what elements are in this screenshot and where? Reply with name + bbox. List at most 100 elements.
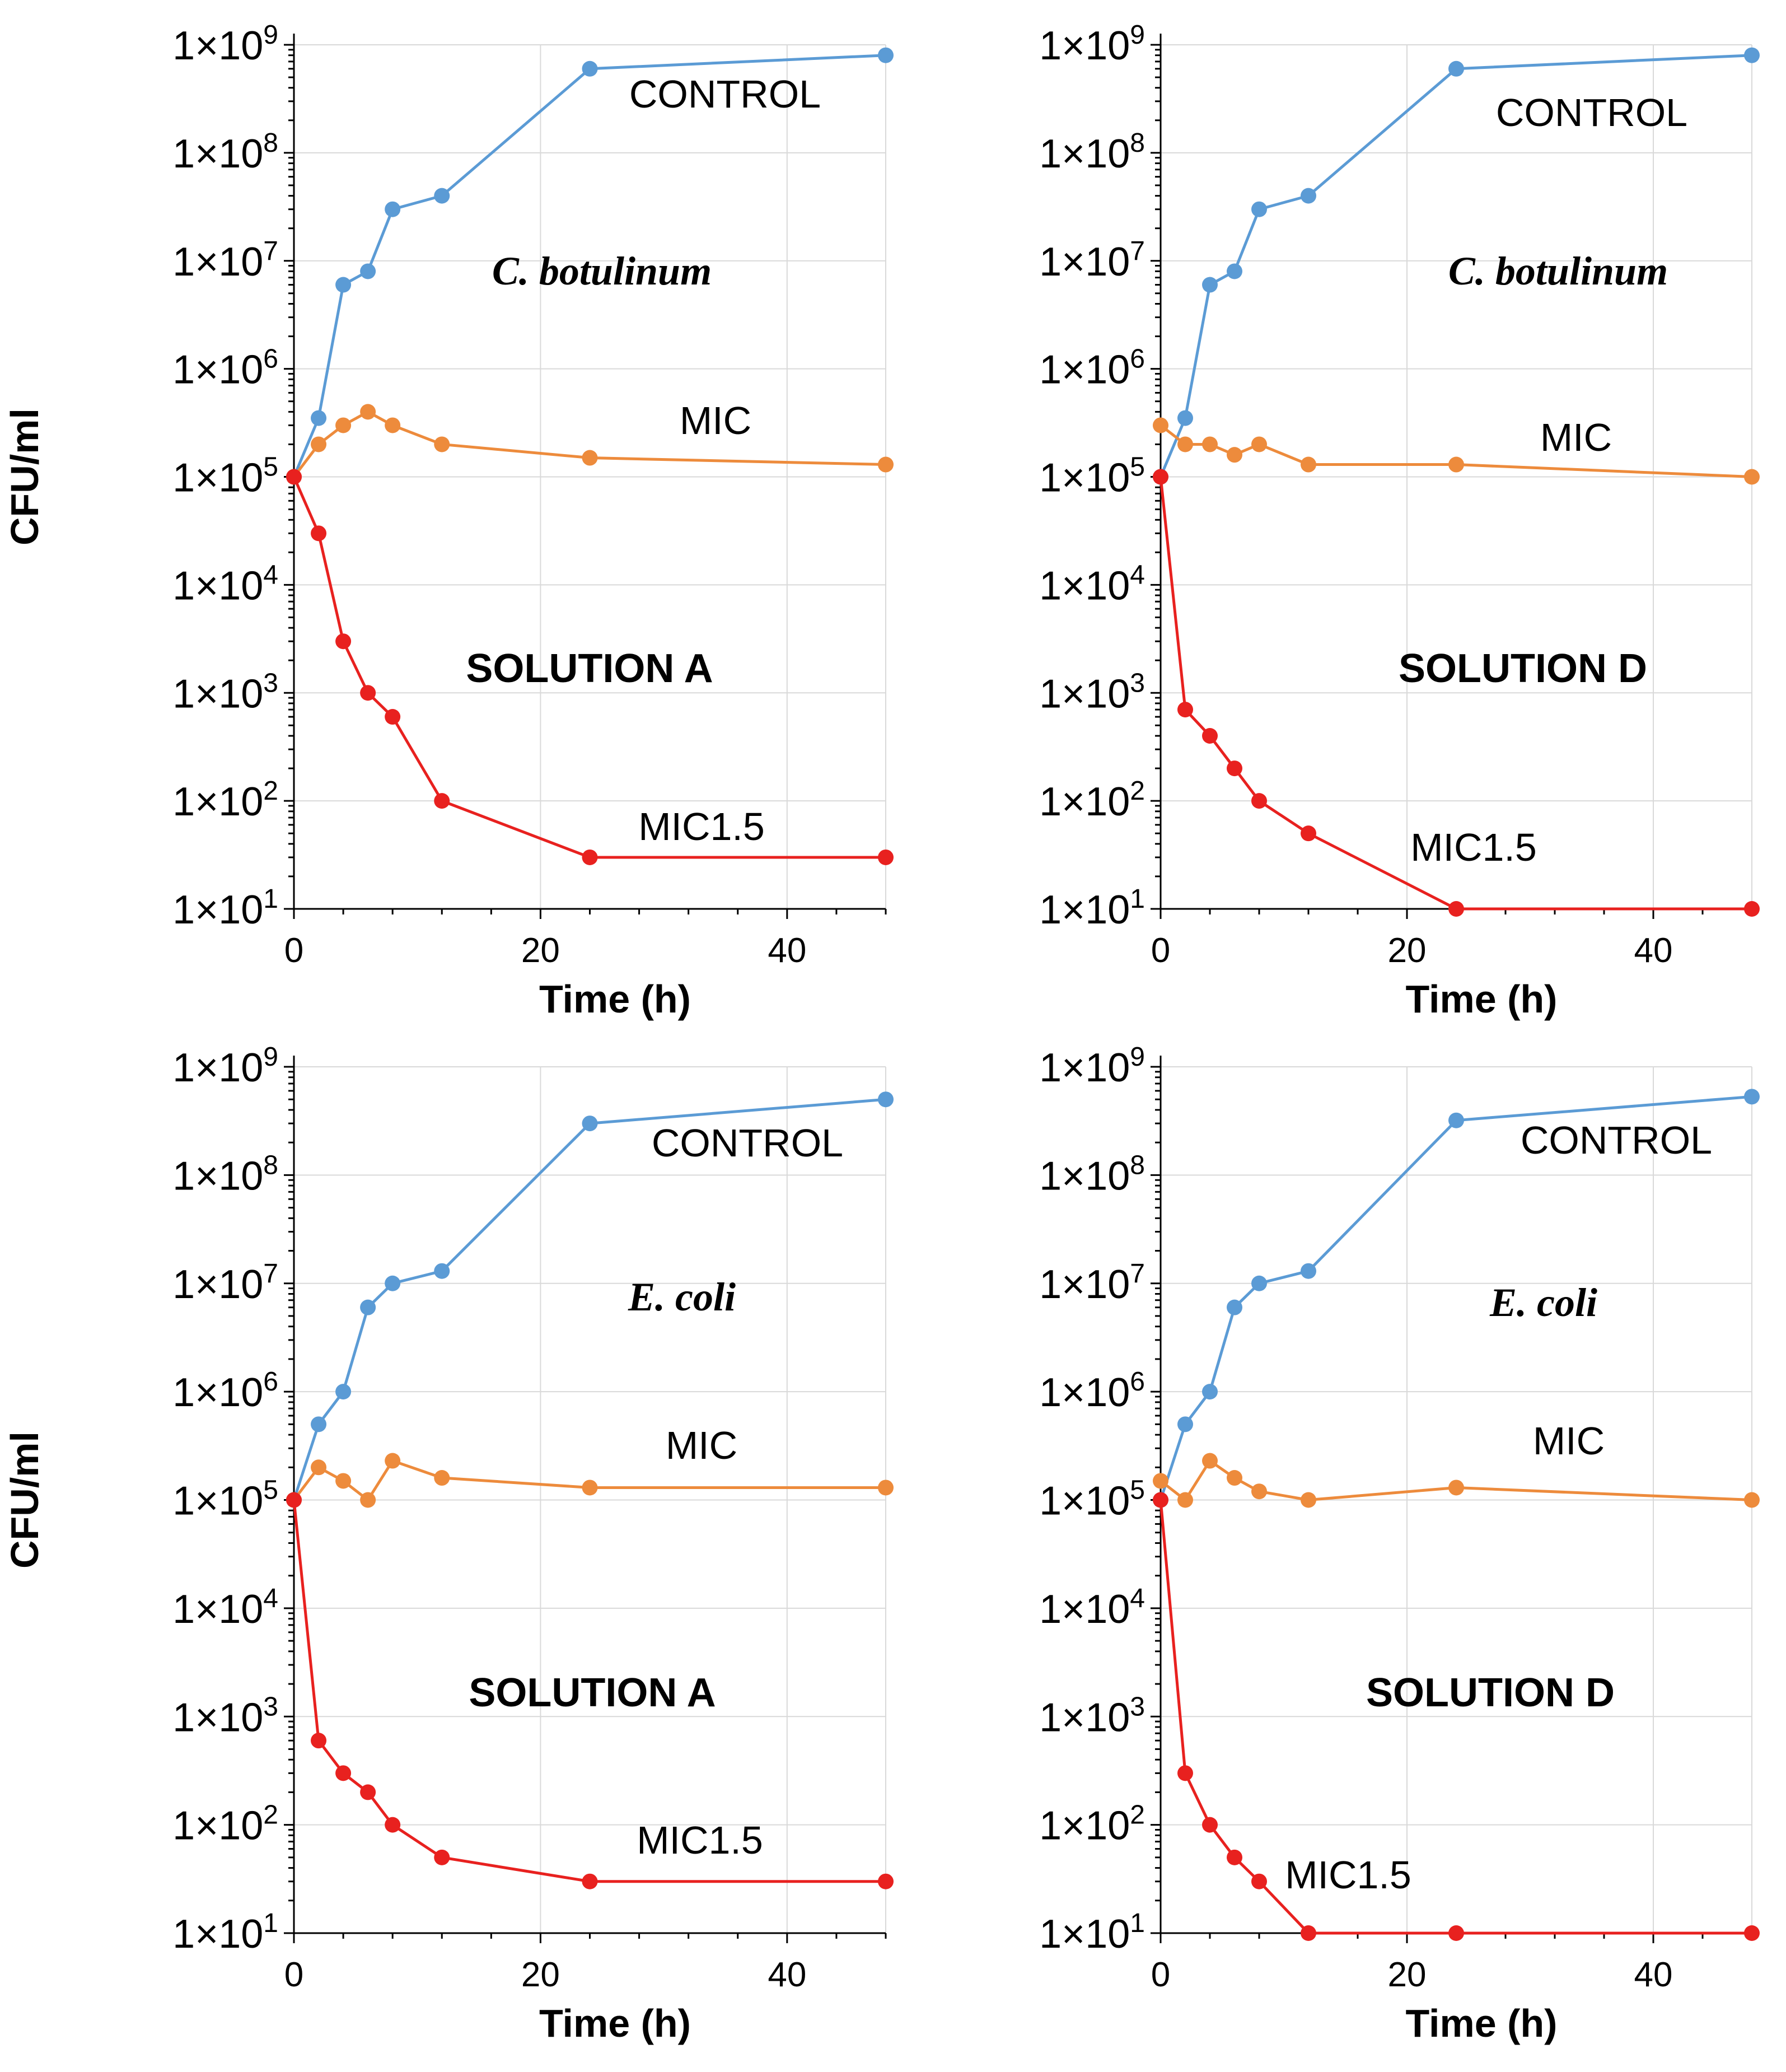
y-ticks bbox=[284, 44, 294, 910]
solution-label: SOLUTION D bbox=[1399, 646, 1647, 691]
y-tick-base: 1×10 bbox=[172, 563, 263, 608]
data-point bbox=[311, 525, 327, 542]
y-tick-label: 1×104 bbox=[1039, 1584, 1145, 1632]
series-label: CONTROL bbox=[1496, 91, 1687, 134]
series-mic bbox=[286, 404, 894, 485]
data-point bbox=[1177, 1416, 1193, 1432]
data-point bbox=[311, 1733, 327, 1749]
y-tick-label: 1×104 bbox=[172, 560, 278, 608]
y-tick-base: 1×10 bbox=[1039, 348, 1130, 393]
chart-panel-3: 1×1011×1021×1031×1041×1051×1061×1071×108… bbox=[3, 1042, 894, 2045]
y-tick-exponent: 1 bbox=[263, 884, 278, 914]
x-tick-label: 20 bbox=[521, 1956, 560, 1994]
y-tick-base: 1×10 bbox=[172, 780, 263, 824]
y-tick-exponent: 6 bbox=[1130, 1367, 1145, 1397]
data-point bbox=[1251, 436, 1267, 452]
y-tick-exponent: 8 bbox=[263, 128, 278, 158]
y-gridlines bbox=[1161, 44, 1752, 909]
y-tick-label: 1×102 bbox=[172, 1800, 278, 1849]
series-label: MIC1.5 bbox=[637, 1818, 763, 1862]
y-tick-exponent: 6 bbox=[1130, 344, 1145, 374]
solution-label: SOLUTION A bbox=[466, 646, 713, 691]
data-point bbox=[1227, 263, 1242, 279]
series-label: MIC bbox=[1540, 416, 1612, 459]
data-point bbox=[1744, 1925, 1760, 1941]
data-point bbox=[1301, 825, 1316, 842]
data-point bbox=[434, 1849, 450, 1865]
y-tick-base: 1×10 bbox=[172, 1479, 263, 1524]
y-tick-exponent: 3 bbox=[263, 1692, 278, 1721]
data-point bbox=[1301, 456, 1316, 473]
chart-panel-1: 1×1011×1021×1031×1041×1051×1061×1071×108… bbox=[3, 20, 894, 1021]
data-point bbox=[1202, 728, 1218, 744]
y-tick-exponent: 7 bbox=[263, 1259, 278, 1289]
y-tick-label: 1×103 bbox=[172, 1692, 278, 1740]
x-tick-label: 20 bbox=[521, 931, 560, 970]
y-tick-base: 1×10 bbox=[1039, 240, 1130, 284]
y-tick-base: 1×10 bbox=[1039, 888, 1130, 932]
y-tick-exponent: 1 bbox=[263, 1908, 278, 1938]
y-tick-base: 1×10 bbox=[172, 24, 263, 68]
data-point bbox=[582, 60, 598, 77]
data-point bbox=[1227, 1470, 1242, 1486]
x-tick-label: 40 bbox=[1634, 931, 1673, 970]
y-tick-label: 1×105 bbox=[1039, 452, 1145, 501]
y-tick-label: 1×101 bbox=[172, 1908, 278, 1957]
data-point bbox=[1301, 188, 1316, 204]
y-tick-exponent: 5 bbox=[1130, 452, 1145, 482]
data-point bbox=[360, 404, 376, 420]
y-tick-label: 1×108 bbox=[1039, 128, 1145, 176]
series-label: MIC bbox=[680, 399, 751, 442]
y-tick-base: 1×10 bbox=[172, 671, 263, 716]
data-point bbox=[385, 1453, 401, 1469]
y-tick-base: 1×10 bbox=[1039, 1154, 1130, 1198]
data-point bbox=[1227, 447, 1242, 463]
y-axis-title: CFU/ml bbox=[3, 408, 46, 545]
y-tick-label: 1×104 bbox=[1039, 560, 1145, 608]
data-point bbox=[1251, 1873, 1267, 1889]
data-point bbox=[1301, 1925, 1316, 1941]
data-point bbox=[878, 1091, 894, 1108]
data-point bbox=[1227, 1849, 1242, 1865]
data-point bbox=[1251, 201, 1267, 217]
series-line bbox=[1159, 1500, 1752, 1935]
x-axis-title: Time (h) bbox=[1406, 977, 1558, 1021]
data-point bbox=[335, 1384, 352, 1400]
y-tick-exponent: 7 bbox=[1130, 236, 1145, 266]
series-label: CONTROL bbox=[1521, 1118, 1712, 1162]
data-point bbox=[878, 456, 894, 473]
data-point bbox=[1153, 417, 1168, 433]
y-ticks bbox=[1151, 1066, 1161, 1934]
data-point bbox=[1448, 901, 1464, 917]
data-point bbox=[1227, 760, 1242, 777]
y-tick-base: 1×10 bbox=[172, 1262, 263, 1307]
x-tick-label: 0 bbox=[1151, 931, 1170, 970]
x-ticks bbox=[293, 909, 887, 919]
y-tick-base: 1×10 bbox=[1039, 1370, 1130, 1415]
data-point bbox=[1202, 436, 1218, 452]
data-point bbox=[1744, 1492, 1760, 1508]
data-point bbox=[1301, 1263, 1316, 1279]
data-point bbox=[311, 1416, 327, 1432]
series-mic bbox=[286, 1453, 894, 1508]
y-tick-exponent: 1 bbox=[1130, 884, 1145, 914]
data-point bbox=[286, 1492, 302, 1508]
y-tick-label: 1×103 bbox=[172, 668, 278, 716]
data-point bbox=[582, 1116, 598, 1132]
y-tick-label: 1×107 bbox=[1039, 236, 1145, 284]
y-gridlines bbox=[294, 1066, 886, 1934]
x-tick-label: 0 bbox=[284, 1956, 303, 1994]
y-tick-exponent: 4 bbox=[263, 560, 278, 590]
data-point bbox=[434, 1263, 450, 1279]
data-point bbox=[878, 849, 894, 865]
x-tick-label: 40 bbox=[768, 931, 806, 970]
data-point bbox=[1177, 436, 1193, 452]
y-tick-base: 1×10 bbox=[1039, 1046, 1130, 1090]
data-point bbox=[878, 1480, 894, 1496]
solution-label: SOLUTION D bbox=[1366, 1670, 1615, 1715]
y-tick-exponent: 4 bbox=[1130, 560, 1145, 590]
x-tick-label: 0 bbox=[1151, 1956, 1170, 1994]
x-ticks bbox=[293, 1933, 887, 1943]
organism-label: E. coli bbox=[1489, 1280, 1597, 1325]
series-line bbox=[292, 476, 886, 859]
